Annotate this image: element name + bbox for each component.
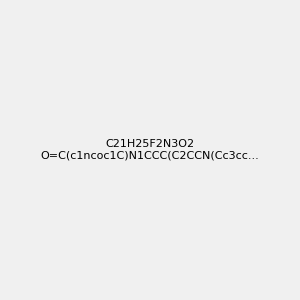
Text: C21H25F2N3O2
O=C(c1ncoc1C)N1CCC(C2CCN(Cc3cc...: C21H25F2N3O2 O=C(c1ncoc1C)N1CCC(C2CCN(Cc… bbox=[40, 139, 260, 161]
